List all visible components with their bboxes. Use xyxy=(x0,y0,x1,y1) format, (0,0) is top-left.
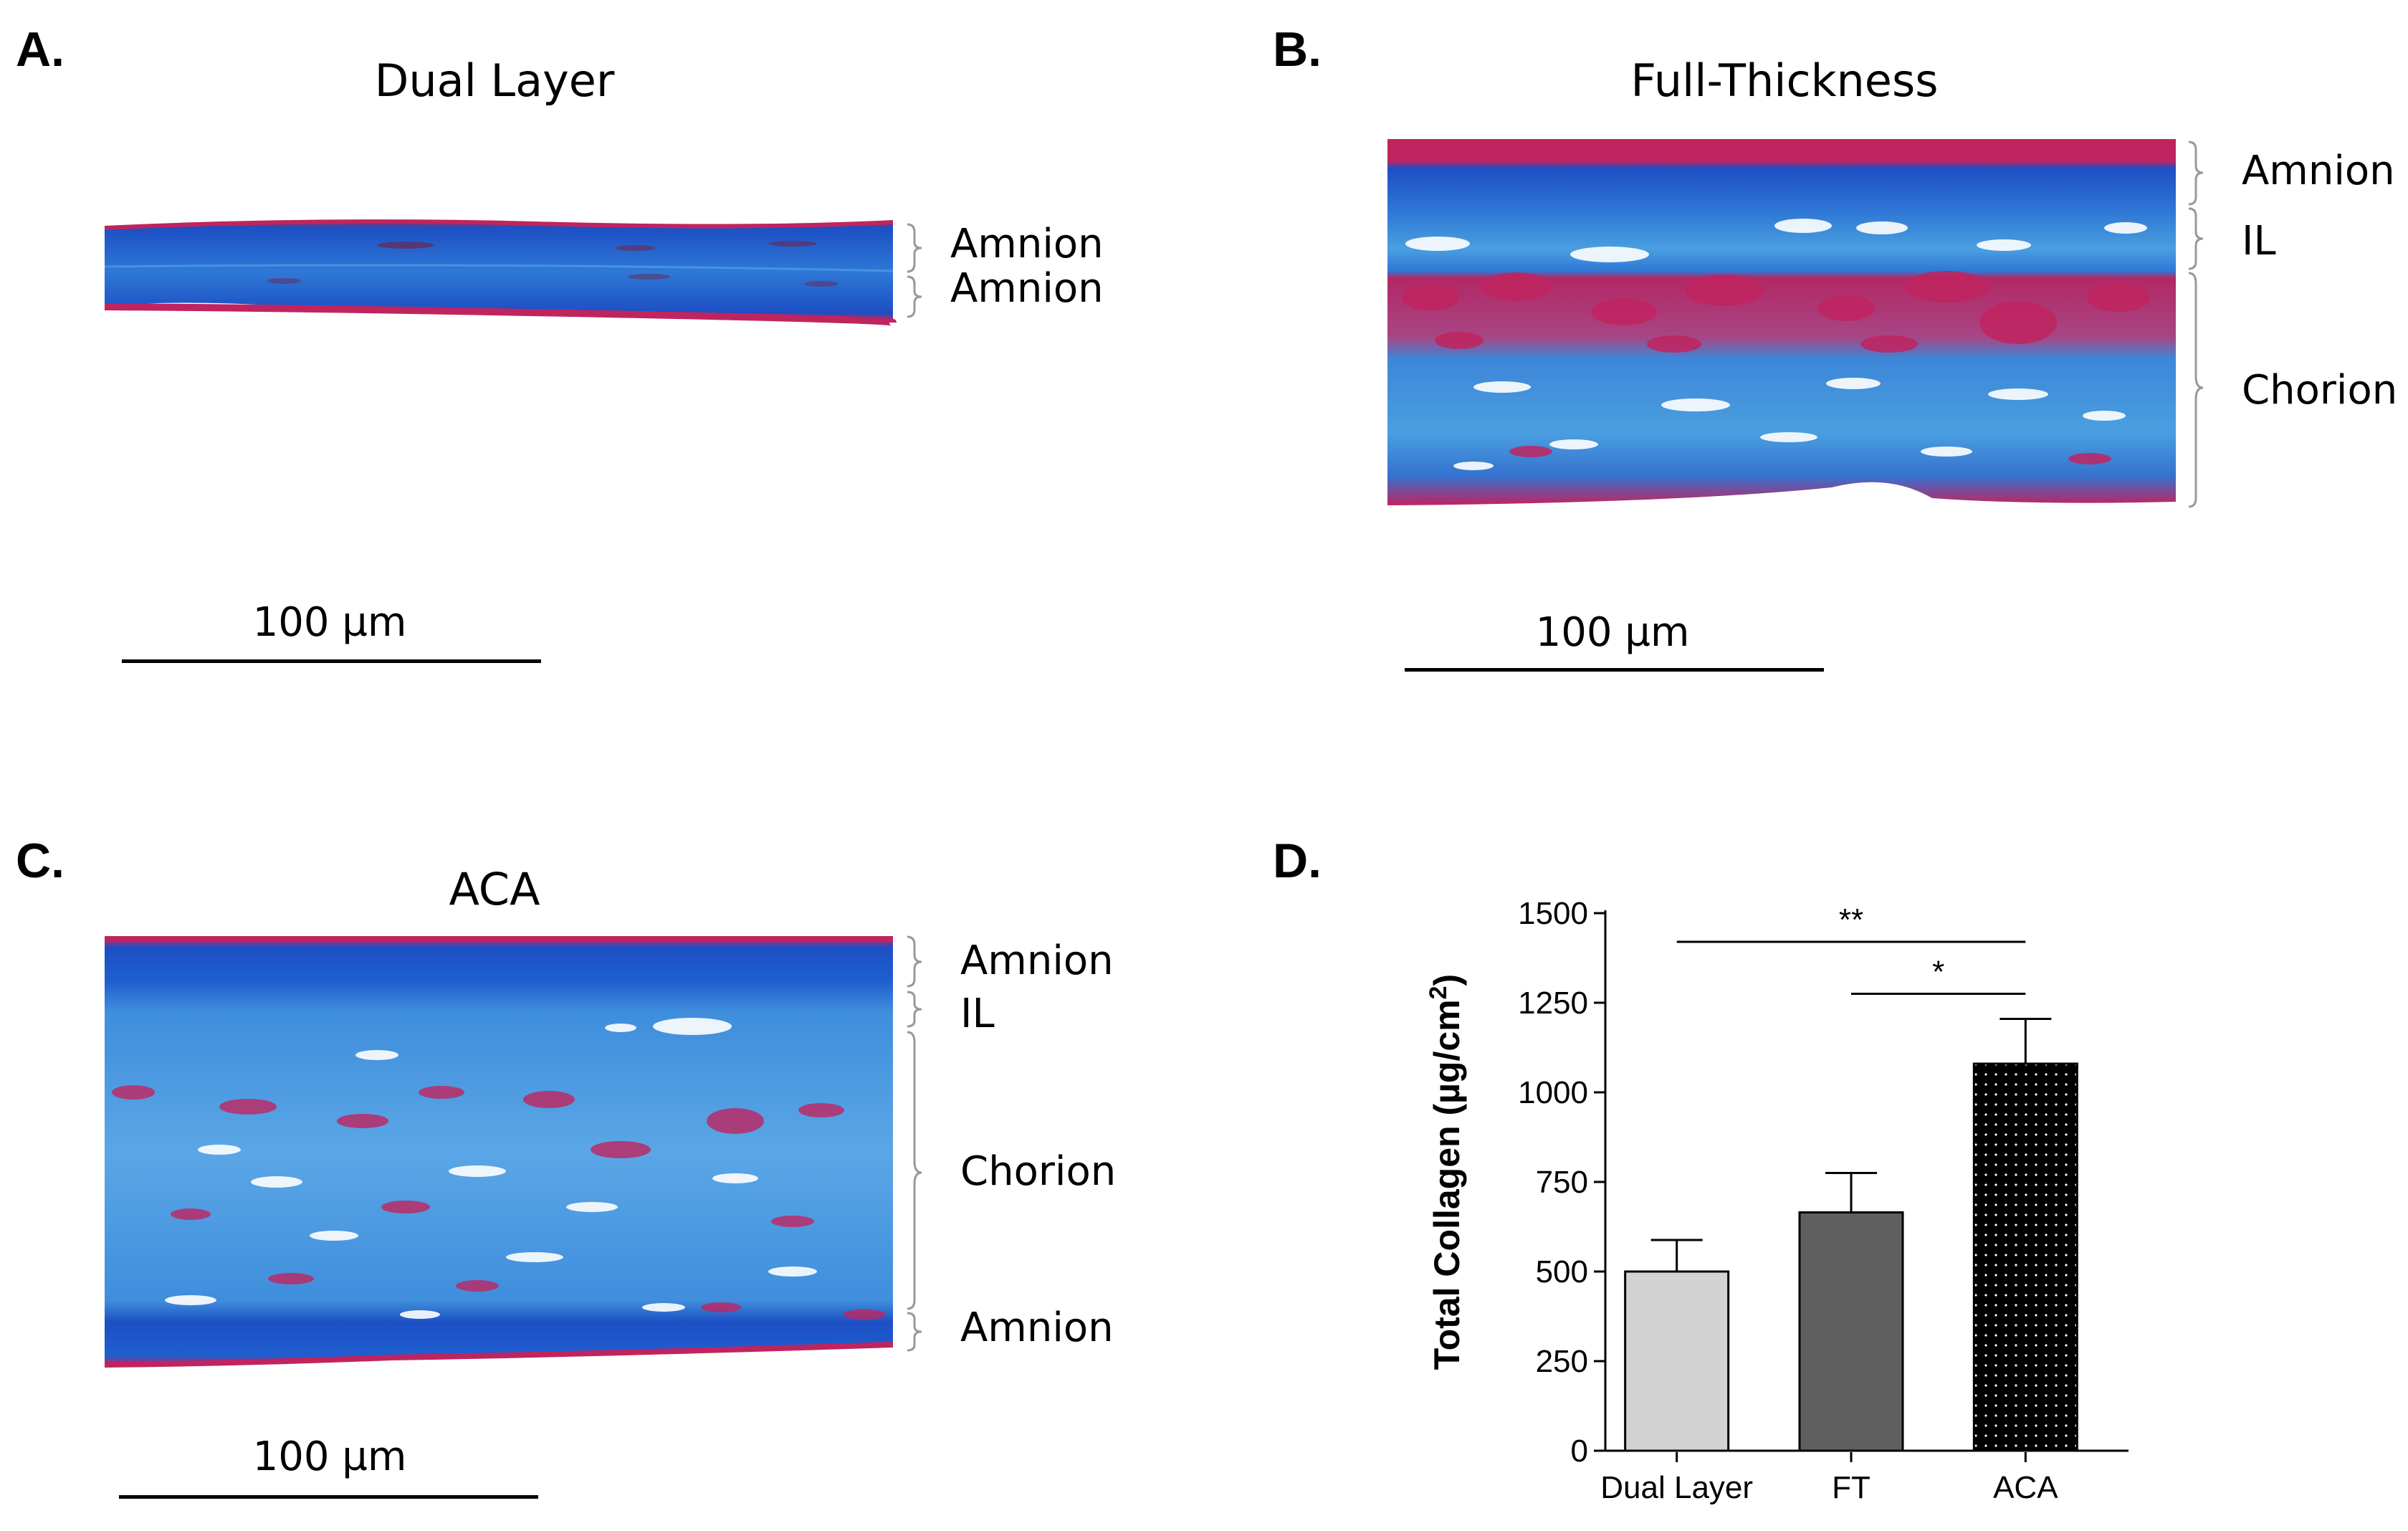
aca-label-il: IL xyxy=(960,991,995,1037)
panel-b-scale-bar xyxy=(1405,668,1824,672)
y-axis-label: Total Collagen (µg/cm2) xyxy=(1425,974,1467,1370)
panel-c-title: ACA xyxy=(449,863,540,915)
x-tick-label: Dual Layer xyxy=(1600,1470,1753,1505)
panel-c-scale-label: 100 µm xyxy=(252,1434,407,1480)
y-tick-label: 1500 xyxy=(1518,896,1588,931)
y-tick-label: 250 xyxy=(1536,1344,1588,1379)
aca-label-amnion-bottom: Amnion xyxy=(960,1305,1114,1351)
bar-aca xyxy=(1972,1062,2078,1452)
dual-layer-brackets xyxy=(907,223,922,318)
x-tick-label: FT xyxy=(1832,1470,1870,1505)
full-thickness-label-il: IL xyxy=(2242,218,2276,264)
collagen-bar-chart: Total Collagen (µg/cm2) 0 250 500 750 1000 12… xyxy=(1425,896,2128,1505)
dual-layer-label-amnion-bottom: Amnion xyxy=(950,265,1104,312)
panel-c-letter: C. xyxy=(16,834,64,888)
aca-label-amnion-top: Amnion xyxy=(960,938,1114,984)
dual-layer-label-amnion-top: Amnion xyxy=(950,221,1104,267)
panel-c-scale-bar xyxy=(119,1495,538,1499)
full-thickness-label-amnion: Amnion xyxy=(2242,148,2395,194)
significance-label: * xyxy=(1932,955,1944,990)
dual-layer-micrograph xyxy=(104,219,897,326)
significance-label: ** xyxy=(1839,902,1863,938)
y-tick-label: 750 xyxy=(1536,1165,1588,1200)
aca-micrograph xyxy=(104,936,894,1368)
y-axis-label-superscript: 2 xyxy=(1425,986,1452,999)
x-tick-label: ACA xyxy=(1993,1470,2058,1505)
panel-b-title: Full-Thickness xyxy=(1630,54,1939,107)
panel-d-letter: D. xyxy=(1273,834,1322,888)
panel-b-scale-label: 100 µm xyxy=(1535,609,1690,656)
bar-dual-layer xyxy=(1624,1270,1730,1452)
y-tick-label: 500 xyxy=(1536,1254,1588,1289)
y-axis-label-suffix: ) xyxy=(1427,974,1467,986)
y-axis-label-text: Total Collagen (µg/cm xyxy=(1427,999,1467,1370)
full-thickness-label-chorion: Chorion xyxy=(2242,367,2398,414)
y-tick-label: 1000 xyxy=(1518,1075,1588,1110)
y-tick-label: 1250 xyxy=(1518,986,1588,1021)
full-thickness-micrograph xyxy=(1387,139,2176,505)
panel-a-scale-label: 100 µm xyxy=(252,599,407,646)
panel-a-scale-bar xyxy=(122,659,541,663)
full-thickness-brackets xyxy=(2188,140,2204,508)
aca-label-chorion: Chorion xyxy=(960,1148,1117,1195)
panel-a-letter: A. xyxy=(16,22,64,77)
svg-text:Total Collagen (µg/cm2): Total Collagen (µg/cm2) xyxy=(1425,974,1467,1370)
bar-ft xyxy=(1798,1211,1904,1452)
y-tick-label: 0 xyxy=(1571,1434,1588,1469)
aca-brackets xyxy=(907,935,922,1352)
panel-a-title: Dual Layer xyxy=(374,54,615,107)
panel-b-letter: B. xyxy=(1273,22,1322,77)
